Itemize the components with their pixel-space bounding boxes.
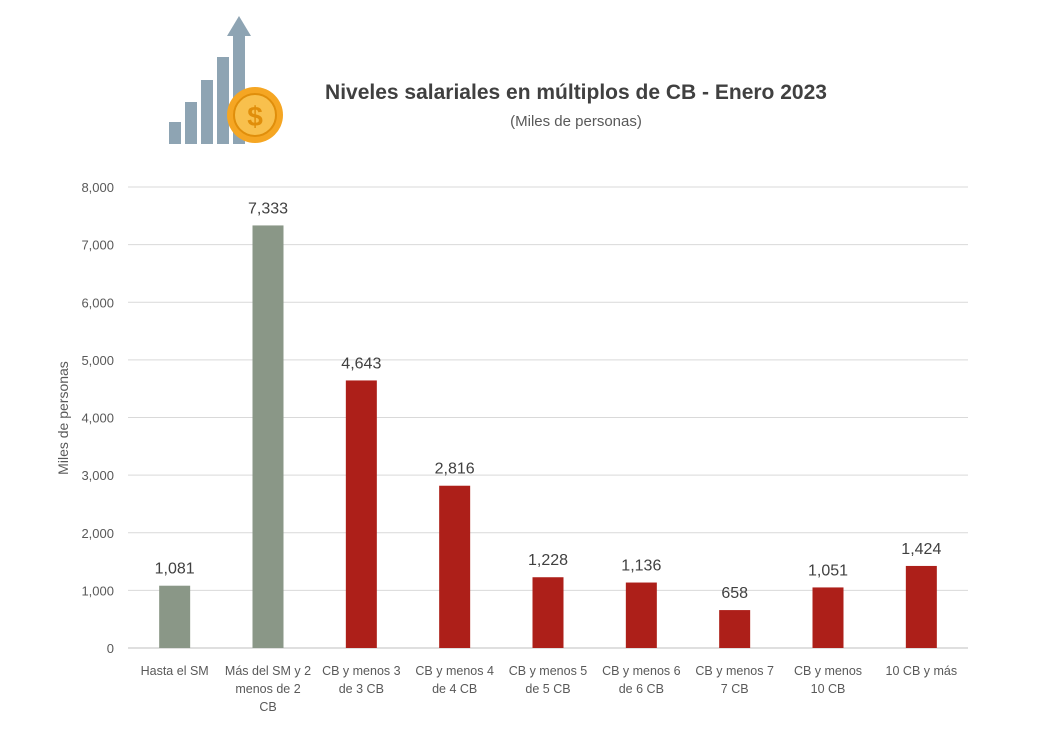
y-axis-label: Miles de personas — [55, 361, 71, 475]
y-tick-label: 3,000 — [81, 468, 114, 483]
bar — [812, 587, 844, 648]
data-labels: 1,081 7,333 4,643 2,816 1,228 1,136 658 1,051 1,… — [155, 200, 942, 602]
chart-subtitle: (Miles de personas) — [510, 113, 642, 130]
bar — [719, 610, 751, 648]
data-label: 2,816 — [435, 461, 475, 478]
y-tick-label: 5,000 — [81, 353, 114, 368]
growth-chart-dollar-icon: $ — [169, 16, 283, 144]
x-tick-label: CB y menos 5 de 5 CB — [509, 664, 588, 696]
x-tick-label: CB y menos 10 CB — [794, 664, 862, 696]
x-tick-label: Hasta el SM — [141, 664, 209, 678]
coin-dollar-symbol: $ — [247, 101, 263, 132]
x-axis-ticks: Hasta el SM Más del SM y 2 menos de 2 CB CB … — [141, 664, 957, 714]
data-label: 658 — [721, 585, 748, 602]
data-label: 1,228 — [528, 552, 568, 569]
x-tick-label: 10 CB y más — [886, 664, 958, 678]
data-label: 1,051 — [808, 562, 848, 579]
y-tick-label: 0 — [107, 641, 114, 656]
bar — [905, 565, 937, 648]
data-label: 7,333 — [248, 200, 288, 217]
x-tick-label: CB y menos 6 de 6 CB — [602, 664, 681, 696]
data-label: 1,081 — [155, 561, 195, 578]
x-tick-label: CB y menos 3 de 3 CB — [322, 664, 401, 696]
bar — [439, 485, 471, 648]
y-tick-label: 8,000 — [81, 180, 114, 195]
bar — [159, 585, 191, 648]
y-tick-label: 2,000 — [81, 526, 114, 541]
x-tick-label: Más del SM y 2 menos de 2 CB — [225, 664, 311, 714]
bar — [345, 380, 377, 648]
y-axis-ticks: 0 1,000 2,000 3,000 4,000 5,000 6,000 7,000 8,00… — [81, 180, 114, 656]
y-tick-label: 7,000 — [81, 238, 114, 253]
data-label: 4,643 — [341, 355, 381, 372]
bars — [159, 225, 937, 648]
data-label: 1,424 — [901, 541, 941, 558]
bar — [625, 582, 657, 648]
bar — [252, 225, 284, 648]
chart-title: Niveles salariales en múltiplos de CB - … — [325, 81, 827, 104]
bar — [532, 577, 564, 648]
x-tick-label: CB y menos 4 de 4 CB — [415, 664, 494, 696]
y-tick-label: 6,000 — [81, 295, 114, 310]
y-tick-label: 4,000 — [81, 411, 114, 426]
y-tick-label: 1,000 — [81, 583, 114, 598]
data-label: 1,136 — [621, 558, 661, 575]
